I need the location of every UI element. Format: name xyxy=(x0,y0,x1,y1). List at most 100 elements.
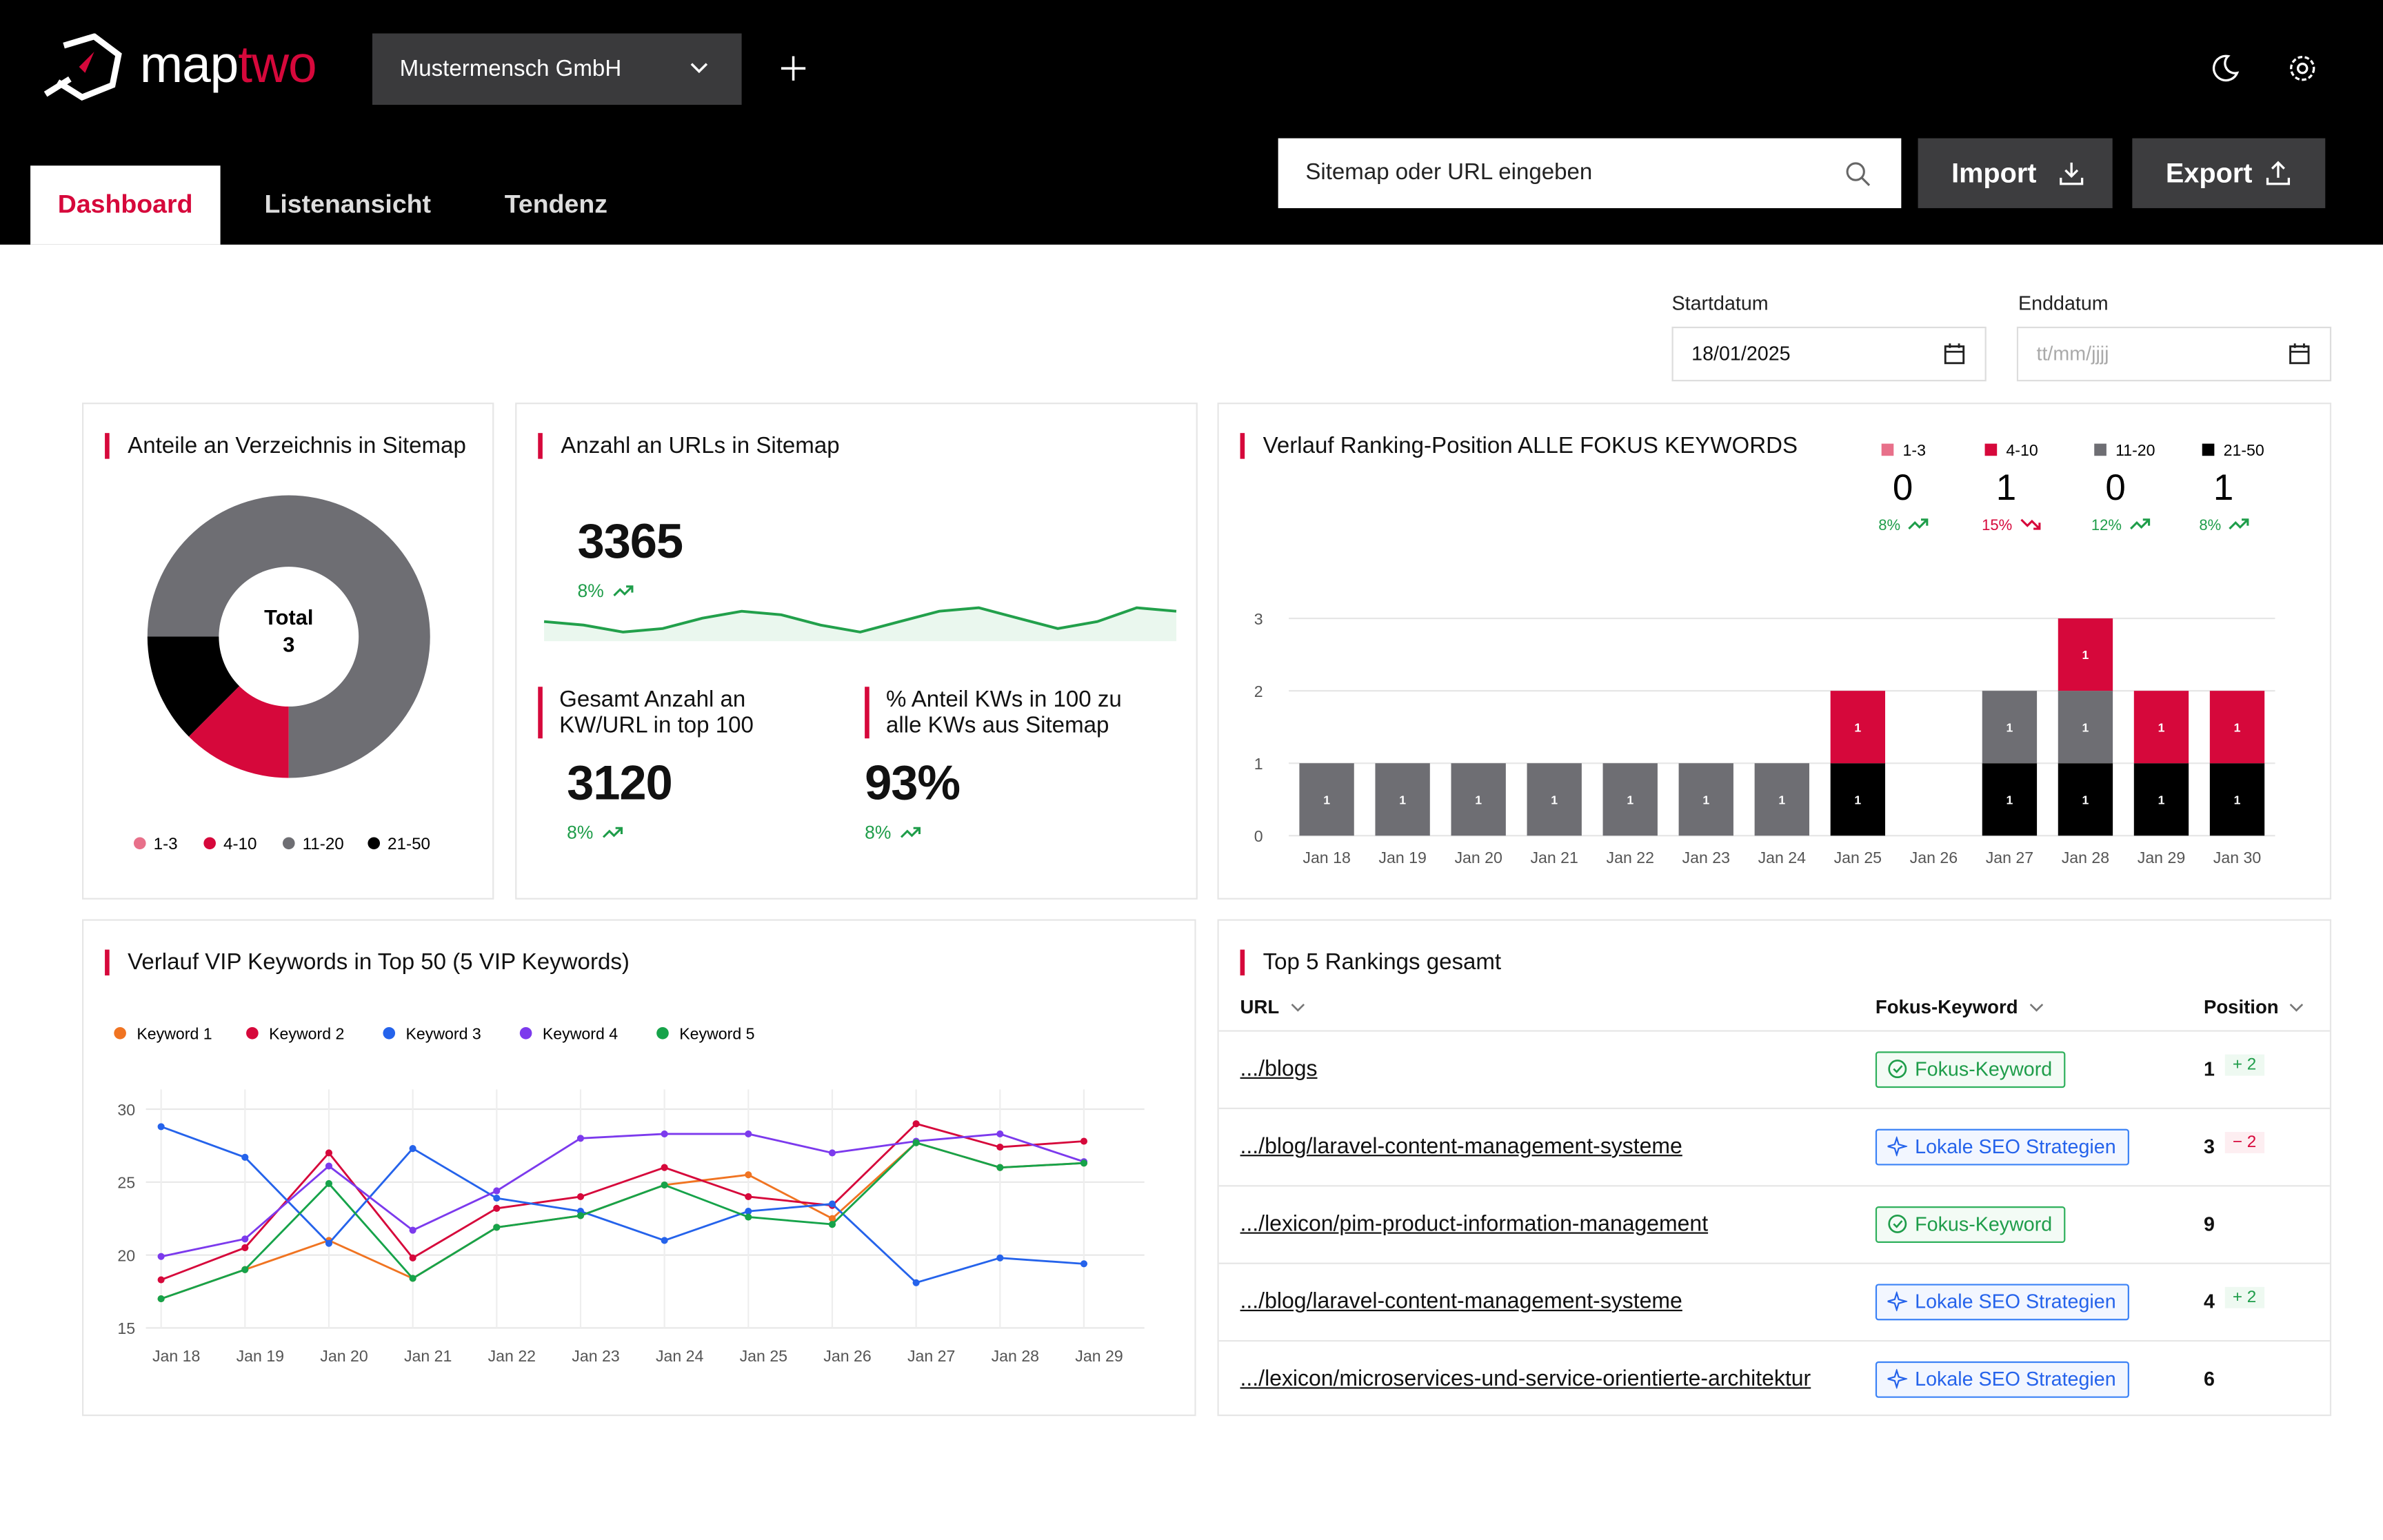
legend-label: 11-20 xyxy=(303,835,344,853)
tab[interactable]: Tendenz xyxy=(505,165,607,245)
summary-change: 12% xyxy=(2091,516,2122,534)
chevron xyxy=(1291,1004,1304,1011)
line-point xyxy=(996,1255,1003,1262)
position-value: 3 xyxy=(2204,1135,2215,1157)
x-tick-label: Jan 27 xyxy=(1986,849,2033,867)
column-header[interactable]: Position xyxy=(2204,997,2306,1018)
icon-check xyxy=(1893,1066,1902,1072)
logo-text-accent: two xyxy=(238,37,316,94)
x-tick-label: Jan 25 xyxy=(740,1347,787,1365)
position-value: 6 xyxy=(2204,1368,2215,1390)
x-tick-label: Jan 22 xyxy=(1607,849,1654,867)
legend-swatch xyxy=(203,837,216,849)
trend-icon xyxy=(614,587,632,596)
x-tick-label: Jan 24 xyxy=(656,1347,704,1365)
line-point xyxy=(661,1182,668,1188)
keyword-badge: Lokale SEO Strategien xyxy=(1876,1284,2130,1320)
bar-value-label: 1 xyxy=(1323,793,1330,807)
bar-value-label: 1 xyxy=(1854,793,1861,807)
line-series xyxy=(161,1143,1084,1299)
add-button[interactable] xyxy=(778,53,808,83)
bar-value-label: 1 xyxy=(2082,720,2089,734)
legend-label: Keyword 2 xyxy=(269,1025,344,1043)
x-tick-label: Jan 20 xyxy=(320,1347,368,1365)
upload-icon xyxy=(2264,159,2292,187)
table-row: .../lexicon/microservices-und-service-or… xyxy=(1219,1340,2330,1419)
line-point xyxy=(996,1144,1003,1151)
x-tick-label: Jan 21 xyxy=(1530,849,1578,867)
trend-icon xyxy=(603,828,621,837)
line-point xyxy=(410,1275,416,1281)
column-header-label: Position xyxy=(2204,997,2279,1018)
legend-label: Keyword 5 xyxy=(679,1025,754,1043)
x-tick-label: Jan 23 xyxy=(1682,849,1730,867)
sort-icon xyxy=(2027,1002,2045,1014)
tab[interactable]: Dashboard xyxy=(30,165,220,245)
badge-icon xyxy=(1887,1137,1907,1157)
table-row: .../blog/laravel-content-management-syst… xyxy=(1219,1263,2330,1342)
export-button[interactable]: Export xyxy=(2132,139,2325,208)
x-tick-label: Jan 28 xyxy=(2062,849,2109,867)
card: Anzahl an URLs in Sitemap 3365 8% Gesamt… xyxy=(515,403,1198,900)
url-link[interactable]: .../lexicon/pim-product-information-mana… xyxy=(1240,1213,1709,1237)
url-link[interactable]: .../blog/laravel-content-management-syst… xyxy=(1240,1290,1682,1314)
legend-label: Keyword 3 xyxy=(405,1025,481,1043)
x-tick-label: Jan 24 xyxy=(1758,849,1807,867)
tab[interactable]: Listenansicht xyxy=(265,165,432,245)
x-tick-label: Jan 22 xyxy=(488,1347,536,1365)
summary-change: 15% xyxy=(1982,516,2012,534)
icon-sparkle xyxy=(1887,1293,1905,1310)
y-tick-label: 25 xyxy=(117,1174,135,1192)
card: Anteile an Verzeichnis in SitemapTotal31… xyxy=(82,403,494,900)
bar-value-label: 1 xyxy=(1627,793,1633,807)
legend-label: 11-20 xyxy=(2115,441,2155,459)
bar-value-label: 1 xyxy=(1702,793,1709,807)
badge-icon xyxy=(1887,1059,1907,1079)
url-link[interactable]: .../blog/laravel-content-management-syst… xyxy=(1240,1135,1682,1159)
search-icon xyxy=(1845,161,1873,189)
search-input[interactable]: Sitemap oder URL eingeben xyxy=(1278,139,1902,208)
keyword-badge: Fokus-Keyword xyxy=(1876,1051,2066,1088)
line-point xyxy=(325,1149,332,1156)
theme-toggle[interactable] xyxy=(2210,53,2240,83)
legend-swatch xyxy=(114,1027,126,1040)
position-change: + 2 xyxy=(2225,1055,2264,1076)
line-point xyxy=(829,1221,836,1228)
bar-value-label: 1 xyxy=(1551,793,1558,807)
summary-value: 0 xyxy=(1893,467,1913,508)
url-link[interactable]: .../blogs xyxy=(1240,1057,1318,1082)
line-point xyxy=(577,1212,584,1219)
bar-value-label: 1 xyxy=(2234,720,2241,734)
trend-icon xyxy=(1909,520,1927,529)
summary-value: 0 xyxy=(2105,467,2125,508)
date-input[interactable]: tt/mm/jjjj xyxy=(2017,327,2331,381)
line-point xyxy=(745,1171,752,1178)
legend-swatch xyxy=(134,837,146,849)
donut-center-label: Total xyxy=(264,605,313,629)
import-button[interactable]: Import xyxy=(1918,139,2113,208)
company-select[interactable]: Mustermensch GmbH xyxy=(372,33,742,105)
donut-center-value: 3 xyxy=(283,633,294,657)
y-tick-label: 20 xyxy=(117,1246,135,1264)
keyword-badge: Lokale SEO Strategien xyxy=(1876,1361,2130,1398)
url-link[interactable]: .../lexicon/microservices-und-service-or… xyxy=(1240,1368,1811,1392)
bar-value-label: 1 xyxy=(2007,793,2013,807)
calendar-icon xyxy=(2289,343,2310,365)
bar-value-label: 1 xyxy=(2007,720,2013,734)
line-point xyxy=(241,1244,248,1251)
x-tick-label: Jan 26 xyxy=(1910,849,1958,867)
icon-circle xyxy=(1889,1060,1906,1077)
download-icon xyxy=(2058,159,2085,187)
column-header[interactable]: URL xyxy=(1240,997,1307,1018)
date-input[interactable]: 18/01/2025 xyxy=(1672,327,1987,381)
position-change: + 2 xyxy=(2225,1287,2264,1308)
line-point xyxy=(745,1193,752,1200)
icon-sparkle xyxy=(1887,1138,1905,1155)
line-series xyxy=(161,1143,1084,1299)
column-header[interactable]: Fokus-Keyword xyxy=(1876,997,2045,1018)
chart-canvas xyxy=(516,404,1196,898)
settings-button[interactable] xyxy=(2287,53,2317,83)
line-point xyxy=(241,1154,248,1161)
line-point xyxy=(493,1187,500,1194)
line-point xyxy=(829,1149,836,1156)
